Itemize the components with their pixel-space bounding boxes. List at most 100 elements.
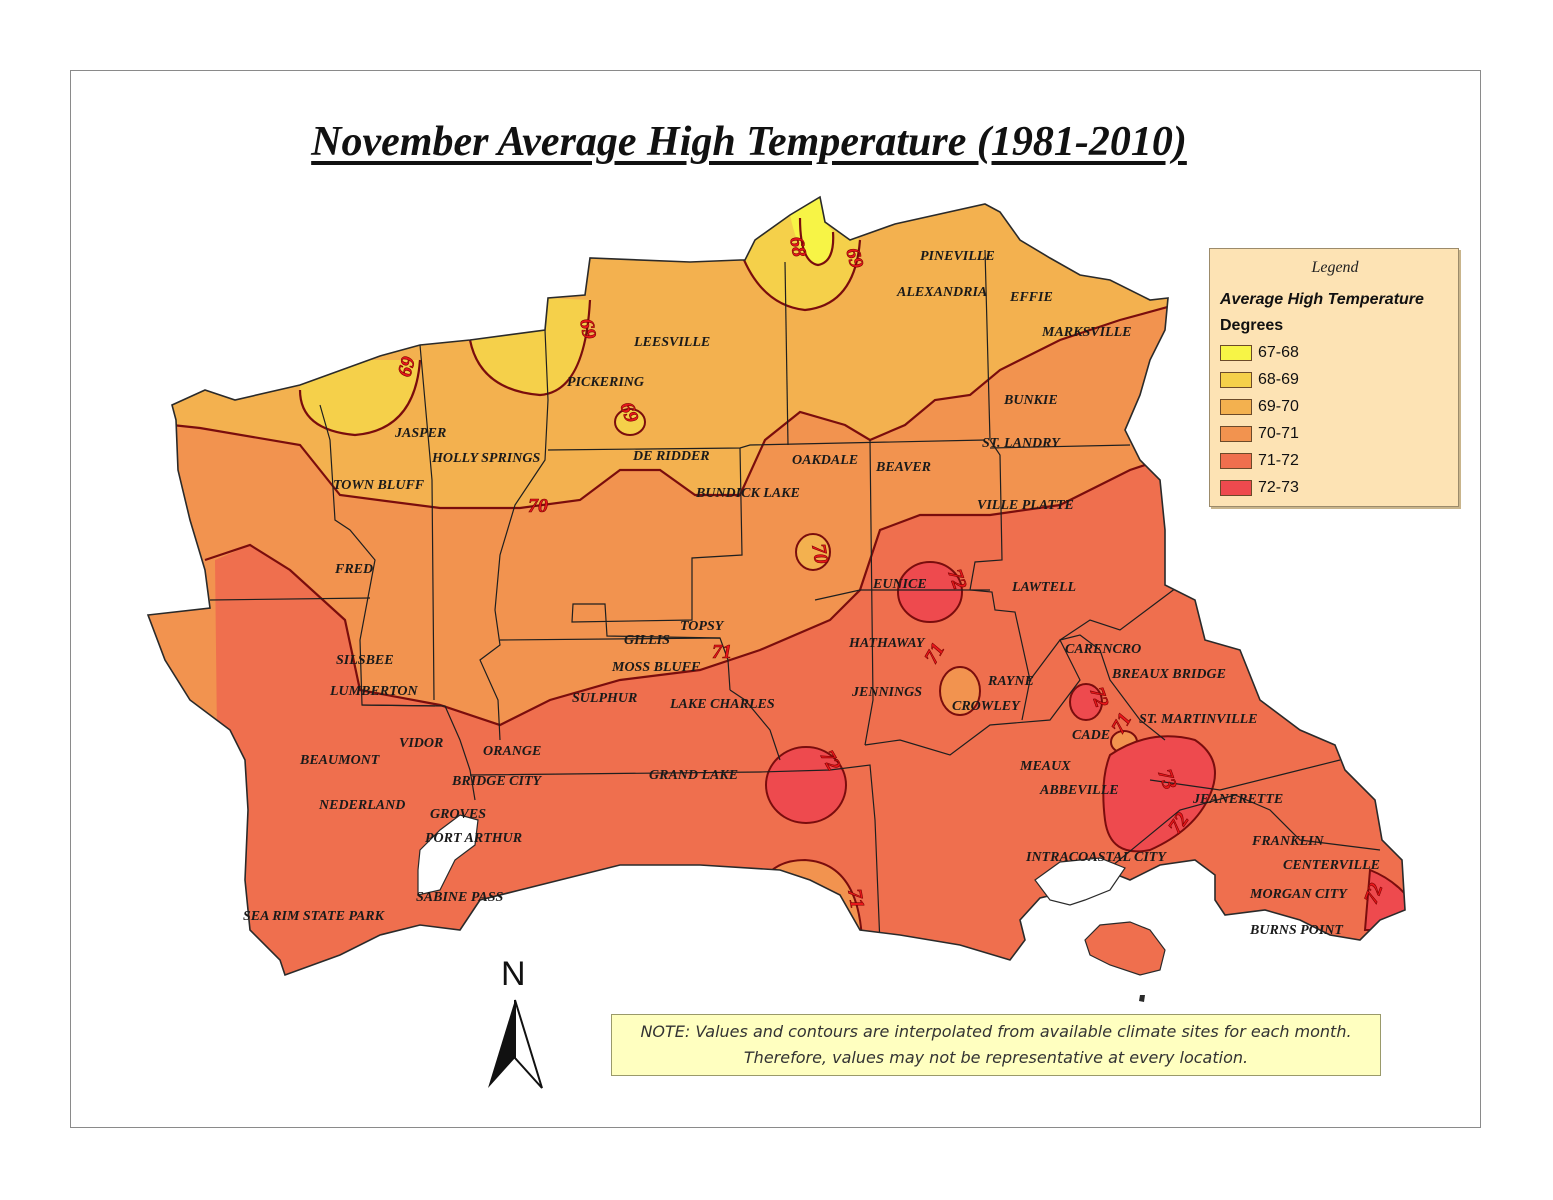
contour-label-71: 71 bbox=[712, 641, 732, 663]
place-label: VIDOR bbox=[399, 736, 443, 751]
contour-label-69: 69 bbox=[575, 317, 600, 341]
place-label: DE RIDDER bbox=[632, 449, 710, 464]
legend-swatch bbox=[1220, 480, 1252, 496]
place-label: JENNINGS bbox=[851, 685, 922, 700]
place-label: CARENCRO bbox=[1065, 642, 1141, 657]
isotherm-71 bbox=[204, 458, 1161, 727]
legend-item-label: 72-73 bbox=[1258, 479, 1299, 496]
legend-item: 69-70 bbox=[1220, 397, 1299, 417]
place-label: ST. LANDRY bbox=[982, 436, 1061, 451]
place-label: SEA RIM STATE PARK bbox=[243, 909, 386, 924]
isotherm-69-mid bbox=[468, 299, 592, 397]
legend-item: 68-69 bbox=[1220, 370, 1299, 390]
legend-item: 71-72 bbox=[1220, 451, 1299, 471]
place-label: INTRACOASTAL CITY bbox=[1025, 850, 1167, 865]
place-label: TOPSY bbox=[680, 619, 725, 634]
legend-item-label: 69-70 bbox=[1258, 398, 1299, 415]
contour-label-70: 70 bbox=[807, 542, 832, 566]
place-label: BUNKIE bbox=[1003, 393, 1058, 408]
isotherm-69-north bbox=[738, 239, 862, 312]
place-label: EFFIE bbox=[1009, 290, 1053, 305]
legend-panel: Legend Average High Temperature Degrees … bbox=[1209, 248, 1459, 507]
legend-item-label: 68-69 bbox=[1258, 371, 1299, 388]
legend-units: Degrees bbox=[1220, 317, 1284, 334]
place-label: SILSBEE bbox=[336, 653, 394, 668]
place-label: MOSS BLUFF bbox=[611, 660, 701, 675]
marsh-island bbox=[1084, 921, 1166, 976]
zone-68-69-west bbox=[300, 360, 420, 435]
place-label: PICKERING bbox=[567, 375, 644, 390]
contour-70-small bbox=[795, 533, 831, 571]
place-label: BEAVER bbox=[875, 460, 931, 475]
legend-item-label: 70-71 bbox=[1258, 425, 1299, 442]
place-label: BRIDGE CITY bbox=[451, 774, 543, 789]
north-letter: N bbox=[501, 955, 526, 993]
legend-item: 67-68 bbox=[1220, 343, 1299, 363]
small-islet bbox=[1139, 995, 1145, 1002]
place-label: LEESVILLE bbox=[633, 335, 710, 350]
legend-swatch bbox=[1220, 345, 1252, 361]
contour-72-eunice bbox=[897, 561, 963, 623]
place-label: JASPER bbox=[394, 426, 446, 441]
place-label: JEANERETTE bbox=[1192, 792, 1283, 807]
place-label: PINEVILLE bbox=[920, 249, 995, 264]
contour-71-crowley bbox=[939, 666, 981, 716]
place-label: BURNS POINT bbox=[1249, 923, 1344, 938]
place-label: BEAUMONT bbox=[299, 753, 381, 768]
place-label: TOWN BLUFF bbox=[333, 478, 425, 493]
legend-subtitle: Average High Temperature bbox=[1220, 291, 1424, 308]
place-label: ORANGE bbox=[483, 744, 541, 759]
place-label: MARKSVILLE bbox=[1041, 325, 1131, 340]
legend-item: 70-71 bbox=[1220, 424, 1299, 444]
map-title: November Average High Temperature (1981-… bbox=[311, 119, 1187, 165]
place-label: RAYNE bbox=[987, 674, 1034, 689]
place-label: GILLIS bbox=[624, 633, 670, 648]
place-label: NEDERLAND bbox=[318, 798, 405, 813]
place-label: LAWTELL bbox=[1011, 580, 1076, 595]
note-line-2: Therefore, values may not be representat… bbox=[743, 1048, 1249, 1067]
legend-heading: Legend bbox=[1311, 259, 1359, 276]
place-label: SULPHUR bbox=[572, 691, 637, 706]
place-label: HATHAWAY bbox=[848, 636, 926, 651]
map-frame bbox=[70, 70, 1481, 1128]
north-arrow-right-half bbox=[514, 999, 543, 1089]
place-label: OAKDALE bbox=[792, 453, 858, 468]
legend-swatch bbox=[1220, 453, 1252, 469]
place-label: MEAUX bbox=[1019, 759, 1071, 774]
place-label: EUNICE bbox=[872, 577, 927, 592]
interpolation-note: NOTE: Values and contours are interpolat… bbox=[611, 1014, 1381, 1076]
zone-68-69-mid bbox=[470, 298, 590, 395]
place-label: ABBEVILLE bbox=[1039, 783, 1119, 798]
place-label: VILLE PLATTE bbox=[977, 498, 1074, 513]
place-labels: PINEVILLE ALEXANDRIA EFFIE MARKSVILLE LE… bbox=[243, 249, 1380, 938]
legend-item-label: 71-72 bbox=[1258, 452, 1299, 469]
place-label: GRAND LAKE bbox=[649, 768, 738, 783]
place-label: ALEXANDRIA bbox=[896, 285, 987, 300]
contour-72-lafayette bbox=[1069, 683, 1103, 721]
legend-swatch bbox=[1220, 426, 1252, 442]
place-label: CROWLEY bbox=[952, 699, 1021, 714]
isotherm-70 bbox=[171, 303, 1176, 510]
place-label: ST. MARTINVILLE bbox=[1139, 712, 1258, 727]
vermilion-bay bbox=[1034, 857, 1126, 906]
parish-boundaries bbox=[209, 249, 1381, 946]
legend-item-label: 67-68 bbox=[1258, 344, 1299, 361]
north-arrow: N bbox=[488, 955, 543, 1089]
place-label: BREAUX BRIDGE bbox=[1111, 667, 1226, 682]
contour-72-grand-lake bbox=[765, 746, 847, 824]
place-label: CENTERVILLE bbox=[1283, 858, 1380, 873]
place-label: FRANKLIN bbox=[1251, 834, 1324, 849]
place-label: LUMBERTON bbox=[329, 684, 419, 699]
place-label: BUNDICK LAKE bbox=[695, 486, 800, 501]
place-label: HOLLY SPRINGS bbox=[431, 451, 540, 466]
place-label: LAKE CHARLES bbox=[669, 697, 775, 712]
isotherm-69-west bbox=[298, 359, 422, 437]
sabine-lake bbox=[417, 814, 479, 896]
place-label: SABINE PASS bbox=[416, 890, 503, 905]
note-line-1: NOTE: Values and contours are interpolat… bbox=[640, 1022, 1352, 1041]
place-label: FRED bbox=[334, 562, 373, 577]
contour-73-new-iberia bbox=[1102, 735, 1216, 853]
zone-67-68 bbox=[790, 197, 834, 265]
contour-label-71: 71 bbox=[843, 887, 868, 911]
